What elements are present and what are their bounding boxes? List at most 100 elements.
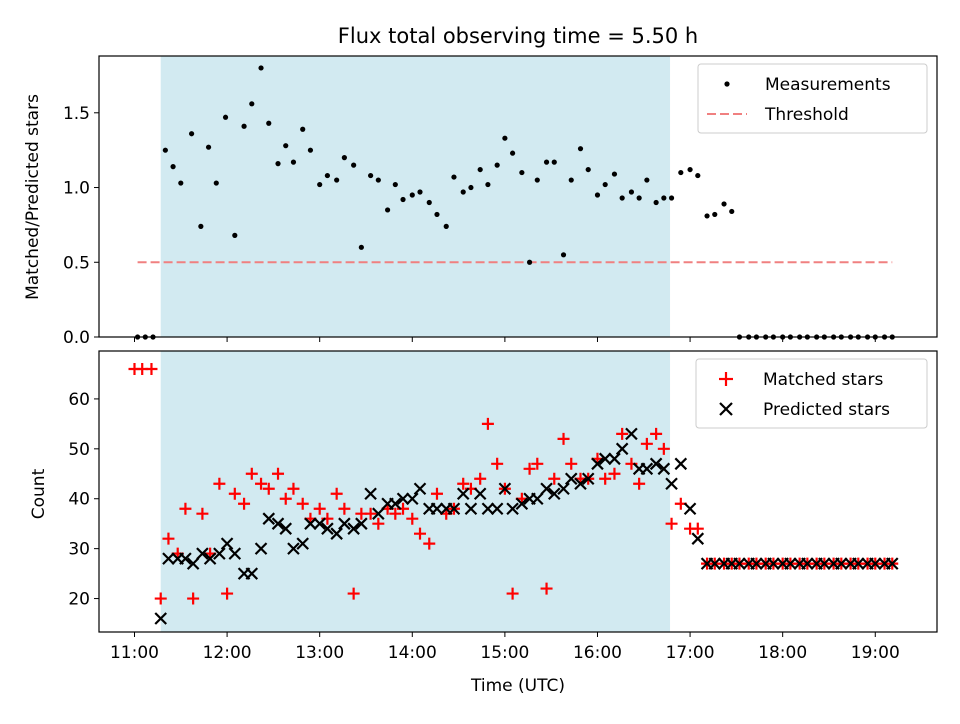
legend-matched-label: Matched stars [763, 370, 883, 390]
matched-point [457, 477, 470, 490]
measurement-point [712, 211, 718, 218]
measurement-point [611, 171, 618, 177]
predicted-point [245, 567, 259, 580]
matched-point [372, 517, 385, 530]
predicted-point [254, 542, 268, 555]
predicted-point [683, 502, 697, 515]
matched-point [616, 427, 629, 440]
matched-point [179, 502, 192, 515]
measurement-point [494, 162, 500, 168]
measurement-point [687, 166, 693, 173]
measurement-point [205, 144, 212, 150]
measurement-point [721, 201, 727, 207]
bottom-ytick-label: 50 [68, 440, 90, 460]
predicted-point [364, 487, 377, 501]
measurement-point [551, 159, 557, 165]
bottom-observing-window-shade [160, 351, 671, 632]
predicted-point [835, 557, 848, 570]
predicted-point [564, 472, 578, 486]
predicted-point [338, 517, 351, 530]
predicted-point [355, 517, 368, 530]
predicted-point [885, 557, 899, 570]
bottom-legend-frame [695, 358, 928, 429]
measurement-point [368, 172, 374, 179]
measurement-point [502, 135, 508, 141]
predicted-point [162, 552, 175, 565]
measurement-point [266, 120, 272, 126]
predicted-point [531, 492, 544, 506]
measurement-point [568, 177, 574, 183]
matched-point [338, 502, 351, 515]
matched-point [187, 592, 200, 605]
predicted-point [750, 557, 763, 570]
measurement-point [695, 172, 701, 179]
measurement-point [249, 101, 255, 107]
measurement-point [170, 164, 176, 170]
measurement-point [644, 177, 650, 183]
matched-point [548, 472, 561, 485]
matched-point [557, 432, 570, 445]
predicted-point [490, 502, 504, 515]
matched-point [565, 457, 578, 470]
predicted-point [801, 557, 814, 570]
predicted-point [506, 502, 519, 515]
measurement-point [485, 181, 491, 188]
predicted-point [186, 557, 200, 570]
bottom-axes-frame [98, 350, 938, 633]
measurement-point [324, 172, 331, 179]
xtick-label: 13:00 [295, 643, 344, 663]
measurement-point [460, 189, 466, 195]
predicted-point [406, 492, 419, 506]
measurement-point [300, 126, 306, 132]
measurement-point [434, 211, 440, 218]
measurement-point [534, 177, 540, 183]
legend-threshold-label: Threshold [764, 105, 849, 125]
predicted-point [733, 557, 746, 570]
measurement-point [477, 166, 483, 173]
measurement-point [729, 208, 735, 215]
predicted-point [767, 557, 780, 570]
predicted-point [481, 502, 495, 515]
matched-point [691, 522, 704, 535]
predicted-point [154, 612, 168, 625]
matched-point [414, 527, 427, 540]
chart-title: Flux total observing time = 5.50 h [338, 24, 698, 48]
measurement-point [241, 123, 247, 129]
measurement-point [661, 195, 667, 201]
matched-point [364, 507, 377, 520]
top-observing-window-shade [160, 56, 671, 337]
matched-point [196, 507, 209, 520]
predicted-point [396, 492, 410, 506]
measurement-point [198, 223, 204, 229]
matched-point [650, 427, 663, 440]
matched-point [313, 502, 326, 515]
legend-matched-marker [719, 372, 733, 386]
bottom-ytick-label: 60 [68, 390, 90, 410]
measurement-point [162, 147, 168, 153]
top-x-ticks [133, 337, 876, 342]
predicted-point [608, 452, 621, 466]
xtick-label: 16:00 [573, 643, 622, 663]
top-y-ticks: 0.0 0.5 1.0 1.5 [63, 104, 99, 348]
measurement-point [392, 181, 398, 188]
measurement-point [426, 199, 432, 206]
matched-point [228, 487, 241, 500]
measurement-point [560, 252, 567, 258]
matched-point [213, 477, 226, 490]
top-ytick-label: 0.5 [63, 253, 90, 273]
top-ytick-label: 0.0 [63, 328, 90, 348]
measurement-point [704, 213, 710, 219]
top-ytick-label: 1.5 [63, 104, 90, 124]
matched-point [145, 362, 158, 375]
measurement-point [232, 232, 238, 238]
measurement-point [283, 143, 289, 149]
measurement-point [585, 166, 591, 173]
predicted-point [196, 547, 209, 560]
predicted-point [304, 517, 317, 530]
measurement-point [451, 174, 457, 180]
top-legend: Measurements Threshold [697, 63, 928, 134]
matched-point [608, 467, 621, 480]
predicted-point [574, 477, 587, 491]
measurement-point [384, 207, 391, 213]
matched-point [657, 442, 670, 455]
